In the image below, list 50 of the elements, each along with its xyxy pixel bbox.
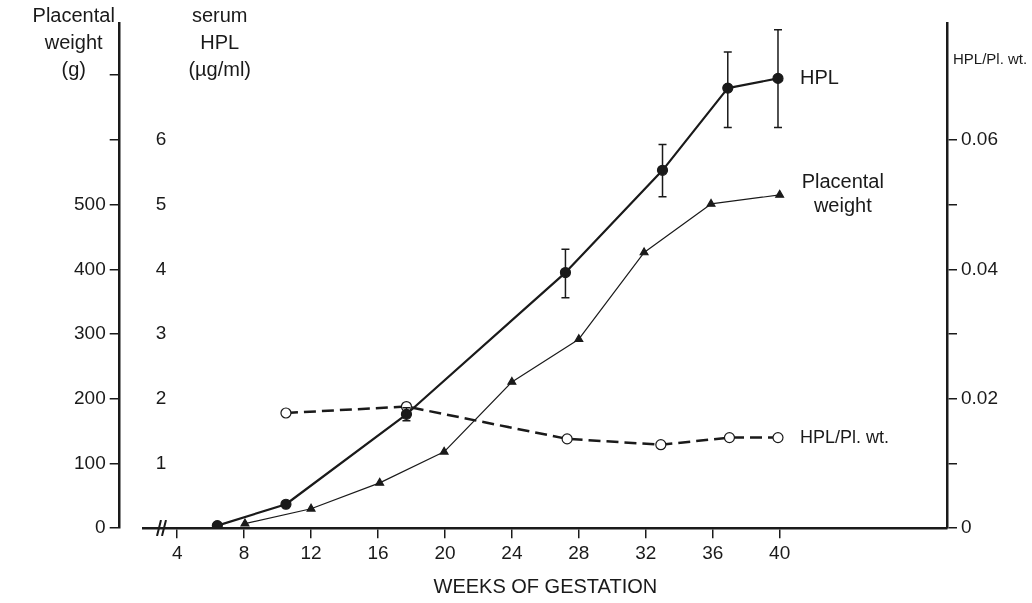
x-tick-label: 8 <box>238 541 250 563</box>
x-tick-label: 32 <box>635 541 657 563</box>
x-tick-label: 24 <box>501 541 523 563</box>
y2-axis-title: serum HPL (µg/ml) <box>188 3 252 80</box>
x-tick-label: 36 <box>702 541 724 563</box>
point <box>439 446 449 455</box>
y2-tick-label: 1 <box>155 451 167 473</box>
y3-axis-title: HPL/Pl. wt. <box>953 50 1028 68</box>
point <box>306 503 316 512</box>
point <box>559 266 572 279</box>
x-tick-label: 28 <box>568 541 590 563</box>
x-tick-label: 12 <box>300 541 322 563</box>
y2-tick-label: 2 <box>155 387 167 408</box>
y3-tick-label: 0.04 <box>961 257 999 279</box>
series-label: HPL <box>799 65 839 88</box>
point <box>772 432 784 444</box>
y3-tick-label: 0.02 <box>961 387 998 408</box>
x-tick-label: 16 <box>367 541 389 563</box>
point <box>375 477 385 486</box>
point <box>561 433 573 445</box>
y2-tick-label: 5 <box>155 192 167 214</box>
y2-tick-label: 4 <box>155 257 167 279</box>
point <box>639 247 649 256</box>
point <box>240 518 250 527</box>
point <box>574 334 584 343</box>
point <box>723 432 736 444</box>
point <box>507 376 517 385</box>
x-axis-title: WEEKS OF GESTATION <box>433 574 658 597</box>
point <box>775 189 785 198</box>
x-tick-label: 40 <box>769 541 791 563</box>
point <box>280 498 292 510</box>
x-tick-label: 20 <box>434 541 456 563</box>
point <box>706 198 716 207</box>
y-tick-label: 500 <box>74 192 106 214</box>
series-label: Placental weight <box>801 170 884 217</box>
y-tick-label: 300 <box>74 322 106 344</box>
y2-tick-label: 6 <box>155 128 167 150</box>
series-label: HPL/Pl. wt. <box>799 426 890 447</box>
point <box>280 407 292 419</box>
y3-tick-label: 0.06 <box>961 128 998 150</box>
y-tick-label: 200 <box>74 387 106 408</box>
y-tick-label: 100 <box>74 451 106 473</box>
y-tick-label: 400 <box>74 257 106 279</box>
point <box>656 164 669 176</box>
y3-tick-label: 0 <box>961 516 972 538</box>
point <box>655 439 667 451</box>
y-tick-label: 0 <box>95 516 106 538</box>
y-axis-title: Placental weight (g) <box>32 3 115 80</box>
x-tick-label: 4 <box>171 541 183 563</box>
y2-tick-label: 3 <box>155 322 167 344</box>
